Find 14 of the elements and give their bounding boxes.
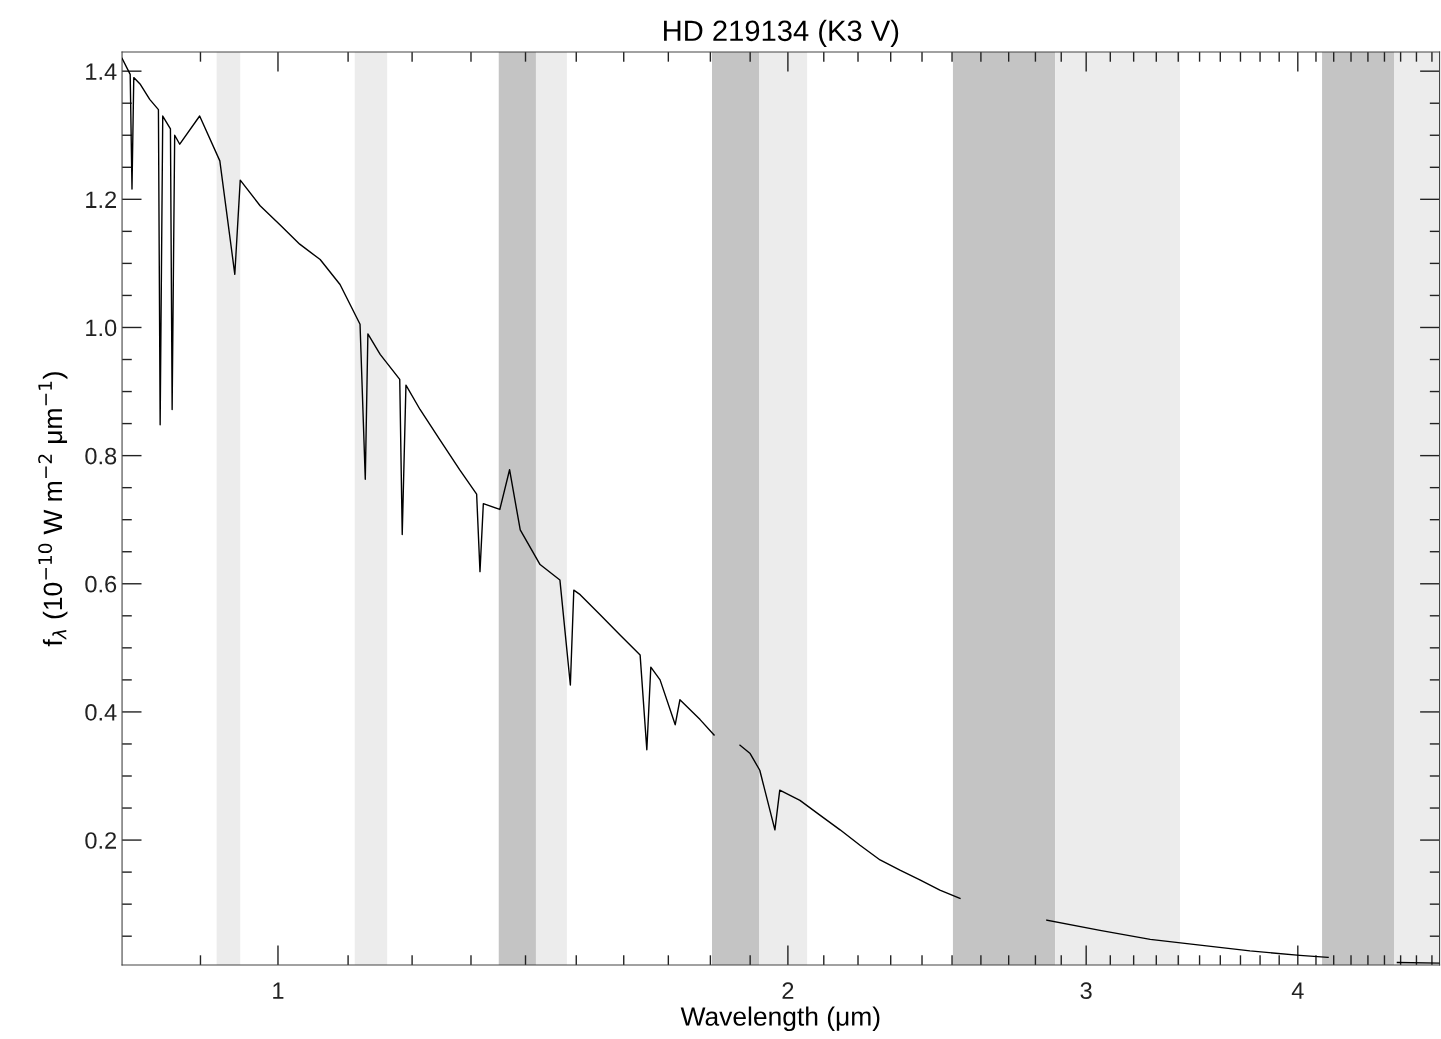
y-tick-label: 0.6 — [85, 575, 117, 593]
x-tick-label: 3 — [1080, 982, 1092, 1000]
x-tick-label: 1 — [273, 982, 284, 999]
x-tick-label: 2 — [782, 982, 794, 999]
y-tick-label: 1.2 — [86, 191, 117, 208]
y-tick-label: 0.8 — [85, 447, 117, 465]
chart-title: HD 219134 (K3 V) — [664, 19, 899, 47]
y-tick-label: 0.2 — [85, 832, 117, 849]
x-axis-title: Wavelength (μm) — [680, 1006, 880, 1032]
y-tick-label: 1.0 — [86, 319, 117, 337]
y-tick-label: 1.4 — [86, 63, 117, 80]
text: f$_{λ}$ (10$^{−10}$ W m$^{−2}$ μm$^{−1}$) — [38, 372, 68, 647]
y-tick-label: 0.4 — [85, 703, 117, 721]
x-tick-label: 4 — [1291, 982, 1304, 999]
